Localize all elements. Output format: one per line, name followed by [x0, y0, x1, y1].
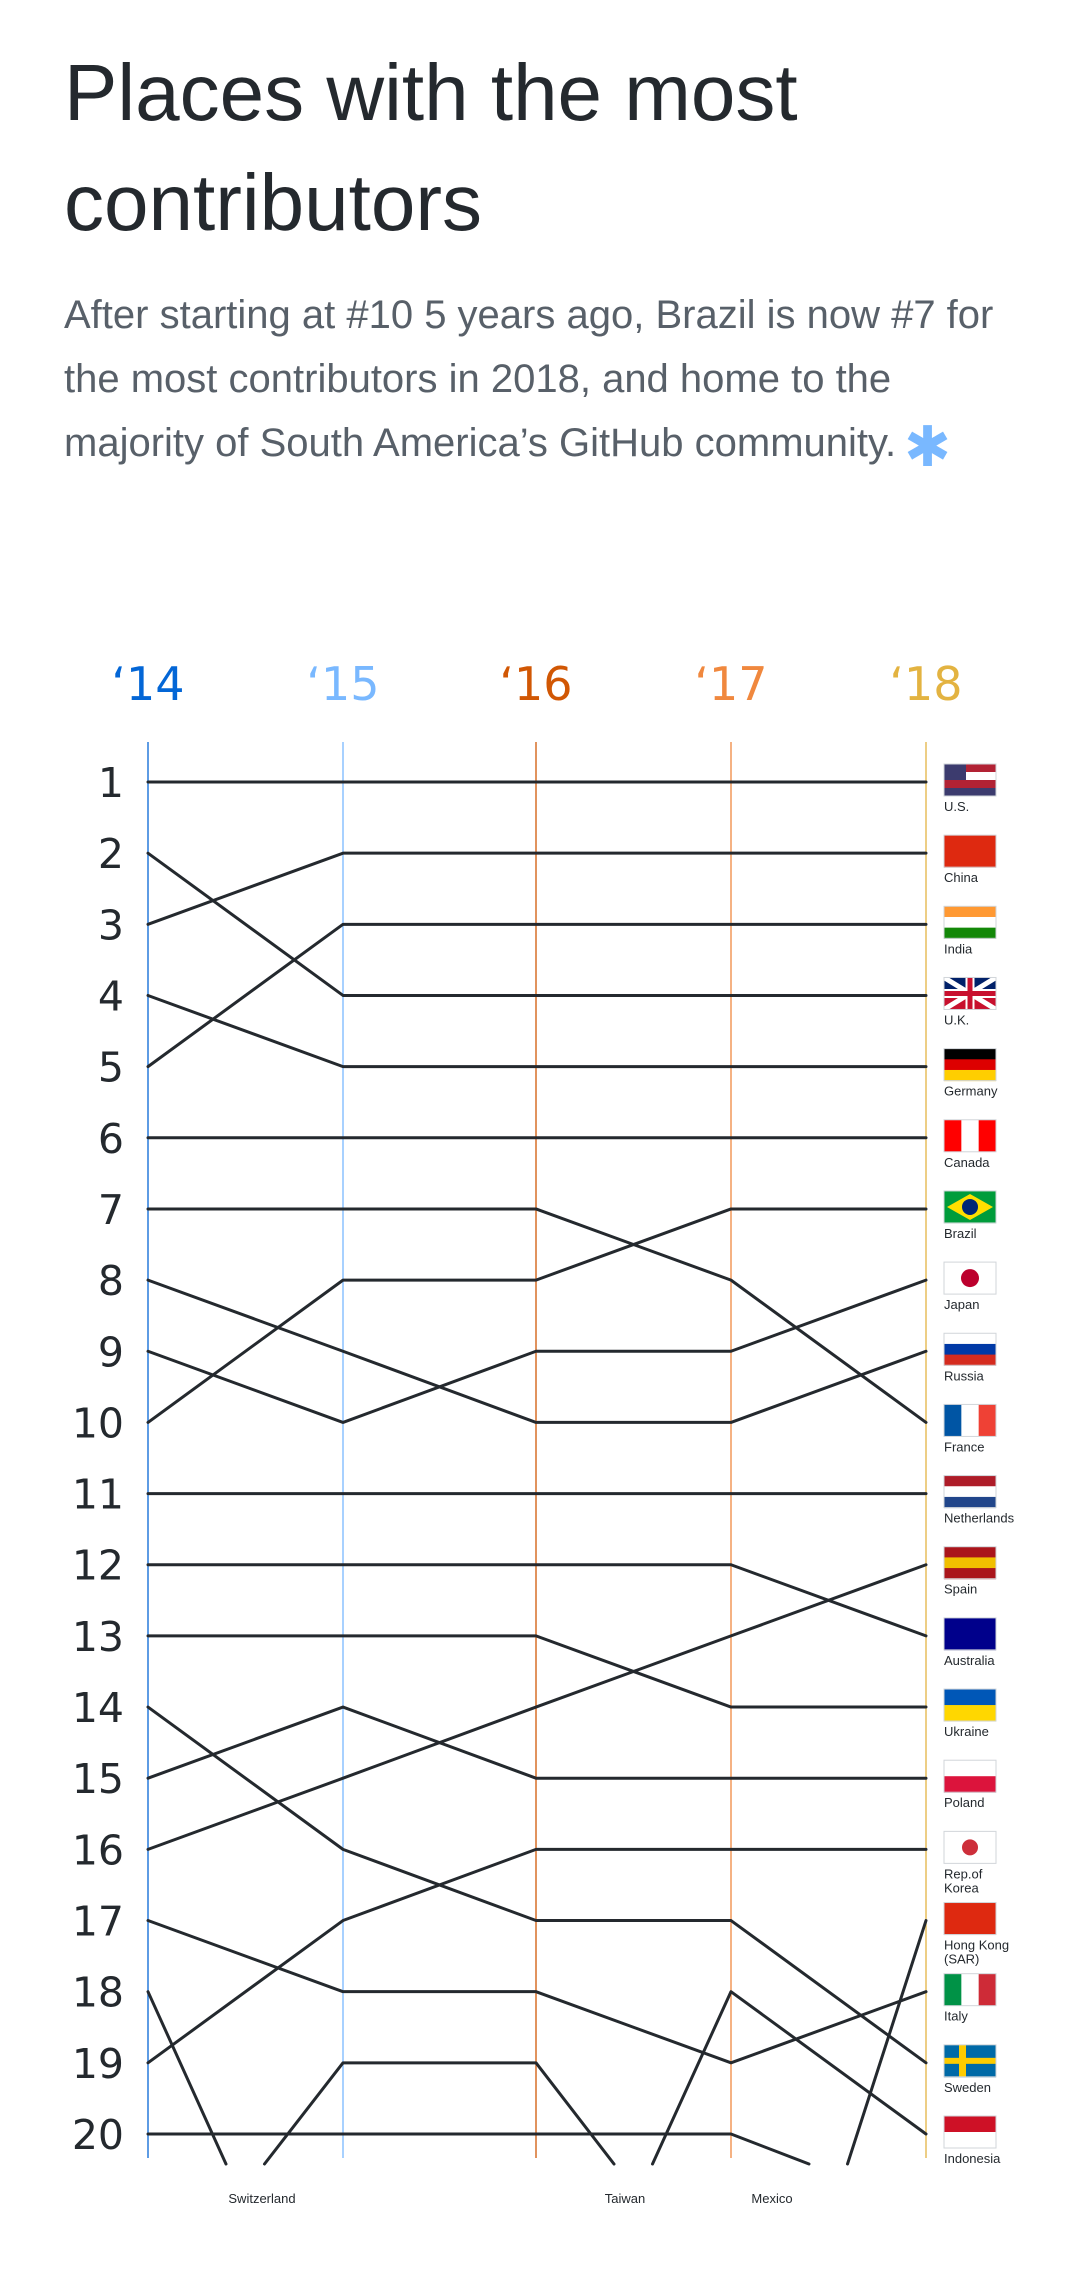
asterisk-icon: ✱ — [904, 415, 952, 478]
rank-label: 19 — [72, 2040, 124, 2088]
series-line — [146, 1278, 928, 1424]
country-label: Australia — [944, 1653, 995, 1668]
country-label: India — [944, 941, 973, 956]
series-line — [146, 1278, 928, 1424]
rank-label: 16 — [72, 1826, 124, 1874]
series-line — [146, 1847, 928, 2065]
country-label: Germany — [944, 1084, 998, 1099]
flag-icon — [943, 1190, 997, 1224]
flag-icon — [943, 834, 997, 868]
year-label: ‘17 — [694, 657, 767, 711]
country-label: U.K. — [944, 1012, 969, 1027]
flag-icon — [943, 1617, 997, 1651]
rank-label: 1 — [98, 759, 124, 807]
country-label: Russia — [944, 1368, 985, 1383]
series-line — [146, 1705, 928, 1780]
country-label: Netherlands — [944, 1511, 1015, 1526]
series-line — [146, 1919, 928, 2065]
country-label: Poland — [944, 1795, 984, 1810]
series-line — [651, 1990, 928, 2166]
page-title: Places with the most contributors — [64, 48, 798, 247]
country-label: Brazil — [944, 1226, 977, 1241]
rank-label: 5 — [98, 1044, 124, 1092]
flag-icon — [943, 1688, 997, 1722]
rank-label: 10 — [72, 1399, 124, 1447]
country-label: Canada — [944, 1155, 990, 1170]
rank-label: 20 — [72, 2111, 124, 2159]
series-line — [146, 1563, 928, 1638]
series-line — [146, 922, 928, 1069]
flag-icon — [943, 1475, 997, 1509]
series-line — [146, 1634, 928, 1709]
country-label: Italy — [944, 2009, 968, 2024]
flag-icon — [943, 905, 997, 939]
flag-icon — [943, 1830, 997, 1864]
country-label: Sweden — [944, 2080, 991, 2095]
series-line — [146, 851, 928, 997]
country-label: (SAR) — [944, 1952, 979, 1967]
series-line — [146, 2132, 811, 2166]
flag-icon — [943, 2115, 997, 2149]
flag-icon — [943, 1261, 997, 1295]
series-line — [146, 1207, 928, 1424]
flag-icon — [943, 1119, 997, 1153]
country-label: Rep.of — [944, 1866, 983, 1881]
flag-icon — [943, 1759, 997, 1793]
dropped-country-label: Switzerland — [228, 2191, 295, 2206]
flag-icon — [943, 1048, 997, 1082]
country-label: Korea — [944, 1880, 979, 1895]
country-label: Ukraine — [944, 1724, 989, 1739]
rank-label: 15 — [72, 1755, 124, 1803]
country-label: Hong Kong — [944, 1938, 1009, 1953]
country-label: Indonesia — [944, 2151, 1001, 2166]
rank-label: 7 — [98, 1186, 124, 1234]
bump-chart: ‘14 ‘15 ‘16 ‘17 ‘181234567891011121314151617… — [72, 657, 1015, 2206]
page-subtitle: After starting at #10 5 years ago, Brazi… — [64, 283, 1024, 479]
country-label: Japan — [944, 1297, 979, 1312]
flag-icon — [943, 2044, 997, 2078]
series-line — [146, 1207, 928, 1424]
year-label: ‘15 — [306, 657, 379, 711]
series-line — [846, 1919, 928, 2166]
series-line — [146, 1705, 928, 2065]
rank-label: 8 — [98, 1257, 124, 1305]
country-label: France — [944, 1439, 984, 1454]
dropped-country-label: Mexico — [751, 2191, 792, 2206]
rank-label: 4 — [98, 972, 124, 1020]
series-line — [146, 993, 928, 1069]
flag-icon — [943, 763, 997, 797]
flag-icon — [943, 1403, 997, 1437]
country-label: Spain — [944, 1582, 977, 1597]
country-label: U.S. — [944, 799, 969, 814]
series-line — [146, 851, 928, 926]
country-label: China — [944, 870, 979, 885]
year-label: ‘14 — [111, 657, 184, 711]
flag-icon — [943, 1332, 997, 1366]
rank-label: 3 — [98, 901, 124, 949]
flag-icon — [942, 975, 998, 1012]
rank-label: 14 — [72, 1684, 124, 1732]
year-label: ‘16 — [499, 657, 572, 711]
rank-label: 11 — [72, 1471, 124, 1519]
rank-label: 2 — [98, 830, 124, 878]
rank-label: 12 — [72, 1542, 124, 1590]
series-line — [263, 2061, 616, 2166]
rank-label: 6 — [98, 1115, 124, 1163]
rank-label: 9 — [98, 1328, 124, 1376]
dropped-country-label: Taiwan — [605, 2191, 645, 2206]
rank-label: 17 — [72, 1898, 124, 1946]
year-label: ‘18 — [889, 657, 962, 711]
rank-label: 13 — [72, 1613, 124, 1661]
subtitle-text: After starting at #10 5 years ago, Brazi… — [64, 293, 994, 465]
flag-icon — [943, 1973, 997, 2007]
flag-icon — [943, 1902, 997, 1936]
flag-icon — [943, 1546, 997, 1580]
series-line — [146, 1990, 228, 2166]
rank-label: 18 — [72, 1969, 124, 2017]
